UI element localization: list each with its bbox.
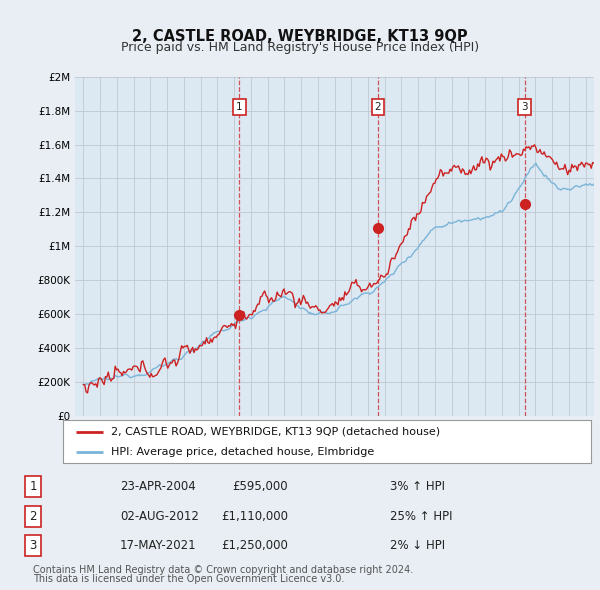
Text: This data is licensed under the Open Government Licence v3.0.: This data is licensed under the Open Gov… <box>33 574 344 584</box>
Text: 17-MAY-2021: 17-MAY-2021 <box>120 539 197 552</box>
Text: 25% ↑ HPI: 25% ↑ HPI <box>390 510 452 523</box>
Text: 2% ↓ HPI: 2% ↓ HPI <box>390 539 445 552</box>
Text: 3: 3 <box>521 102 528 112</box>
Text: 2: 2 <box>29 510 37 523</box>
Text: 1: 1 <box>236 102 242 112</box>
Text: 2: 2 <box>375 102 382 112</box>
Text: 3% ↑ HPI: 3% ↑ HPI <box>390 480 445 493</box>
Text: £1,250,000: £1,250,000 <box>221 539 288 552</box>
Text: 2, CASTLE ROAD, WEYBRIDGE, KT13 9QP: 2, CASTLE ROAD, WEYBRIDGE, KT13 9QP <box>132 29 468 44</box>
Text: Price paid vs. HM Land Registry's House Price Index (HPI): Price paid vs. HM Land Registry's House … <box>121 41 479 54</box>
Text: £595,000: £595,000 <box>232 480 288 493</box>
Text: 02-AUG-2012: 02-AUG-2012 <box>120 510 199 523</box>
Text: 2, CASTLE ROAD, WEYBRIDGE, KT13 9QP (detached house): 2, CASTLE ROAD, WEYBRIDGE, KT13 9QP (det… <box>110 427 440 437</box>
Text: £1,110,000: £1,110,000 <box>221 510 288 523</box>
Text: 3: 3 <box>29 539 37 552</box>
Text: 1: 1 <box>29 480 37 493</box>
Text: Contains HM Land Registry data © Crown copyright and database right 2024.: Contains HM Land Registry data © Crown c… <box>33 565 413 575</box>
Text: 23-APR-2004: 23-APR-2004 <box>120 480 196 493</box>
Text: HPI: Average price, detached house, Elmbridge: HPI: Average price, detached house, Elmb… <box>110 447 374 457</box>
